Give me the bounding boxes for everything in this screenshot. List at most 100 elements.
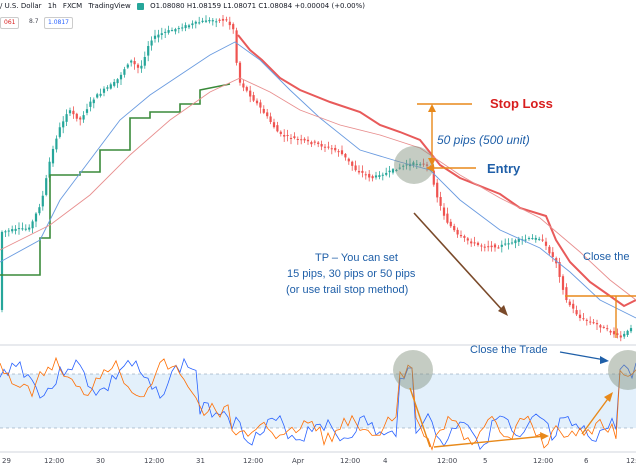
- indicator-lines: [0, 34, 636, 319]
- entry-highlight-circle: [394, 146, 434, 184]
- tp-label-line1: TP – You can set: [315, 252, 398, 264]
- candle-body: [592, 322, 595, 324]
- candle-body: [58, 127, 61, 137]
- candle-body: [541, 239, 544, 241]
- candle-body: [565, 287, 568, 301]
- candle-body: [354, 165, 357, 171]
- candle-body: [160, 33, 163, 35]
- entry-arrow-head: [426, 164, 434, 172]
- candle-body: [504, 243, 507, 245]
- tp-label-line2: 15 pips, 30 pips or 50 pips: [287, 268, 416, 280]
- close-trade-bottom-label: Close the Trade: [470, 344, 548, 356]
- candle-body: [487, 246, 490, 248]
- candle-body: [510, 242, 514, 244]
- candle-body: [123, 69, 126, 75]
- candle-body: [388, 170, 391, 173]
- candle-body: [296, 138, 299, 140]
- candle-body: [357, 170, 361, 173]
- candle-body: [133, 61, 136, 65]
- candle-body: [157, 34, 160, 38]
- interval[interactable]: 1h: [47, 2, 57, 10]
- candle-body: [119, 74, 123, 80]
- candle-body: [204, 20, 208, 22]
- candle-body: [259, 102, 262, 108]
- pip-arrow-up-head: [428, 104, 436, 112]
- candle-body: [527, 237, 531, 239]
- candle-body: [323, 146, 327, 148]
- pip-arrow-down-head: [428, 158, 436, 166]
- candle-body: [585, 319, 588, 321]
- candle-body: [497, 247, 500, 249]
- candle-body: [249, 90, 252, 97]
- candle-body: [395, 169, 398, 171]
- candle-body: [334, 147, 337, 151]
- candle-body: [194, 21, 197, 24]
- candle-body: [606, 328, 609, 330]
- candle-body: [534, 237, 537, 240]
- time-axis-label: 12:00: [243, 457, 263, 465]
- candle-body: [524, 239, 527, 241]
- candle-body: [337, 151, 340, 153]
- candle-body: [459, 234, 463, 237]
- candle-body: [432, 170, 435, 185]
- annotation-arrowheads: [426, 104, 613, 440]
- candle-body: [130, 60, 133, 63]
- candle-body: [626, 330, 629, 335]
- candle-body: [303, 138, 306, 141]
- candle-body: [92, 99, 95, 104]
- candle-body: [102, 88, 106, 93]
- candle-body: [184, 25, 187, 29]
- candle-body: [99, 93, 102, 96]
- candle-body: [589, 321, 592, 323]
- candle-body: [24, 228, 27, 230]
- candle-body: [436, 182, 439, 198]
- price-pill-3[interactable]: 1.0817: [44, 17, 73, 29]
- candle-body: [89, 101, 92, 107]
- candle-body: [245, 87, 248, 91]
- candle-body: [456, 229, 459, 235]
- candle-body: [252, 95, 255, 101]
- candle-body: [310, 142, 313, 145]
- candle-body: [422, 163, 425, 165]
- candle-body: [490, 245, 493, 248]
- candle-body: [45, 178, 48, 195]
- candle-body: [371, 176, 374, 179]
- candle-body: [493, 244, 497, 248]
- candle-body: [531, 238, 534, 240]
- candle-body: [442, 207, 446, 216]
- candle-body: [347, 158, 350, 162]
- candle-body: [483, 246, 486, 248]
- price-pill-1[interactable]: 061: [0, 17, 20, 29]
- candle-body: [453, 225, 456, 231]
- candle-body: [113, 81, 116, 86]
- candle-body: [381, 174, 384, 176]
- tp-label-line3: (or use trail stop method): [286, 284, 409, 296]
- candle-body: [548, 246, 551, 254]
- moving-average-red: [0, 77, 636, 301]
- candle-body: [201, 20, 204, 22]
- candle-body: [65, 114, 68, 122]
- candle-body: [402, 165, 405, 167]
- candle-body: [21, 228, 24, 230]
- candle-body: [174, 29, 177, 32]
- candle-body: [41, 195, 44, 207]
- candle-body: [228, 21, 231, 26]
- candle-body: [85, 109, 89, 113]
- candle-body: [368, 173, 371, 178]
- stop-loss-label: Stop Loss: [490, 96, 553, 111]
- candle-body: [48, 161, 51, 178]
- candle-body: [578, 314, 582, 319]
- candle-body: [364, 174, 367, 176]
- candle-body: [109, 84, 112, 89]
- candle-body: [106, 87, 109, 89]
- candle-body: [11, 229, 14, 232]
- candle-body: [551, 252, 554, 257]
- time-axis-label: 12:00: [44, 457, 64, 465]
- candle-body: [374, 175, 378, 178]
- candle-body: [419, 164, 422, 166]
- candle-body: [480, 245, 483, 247]
- candle-body: [595, 323, 599, 325]
- candle-body: [31, 221, 34, 229]
- candle-body: [0, 231, 4, 310]
